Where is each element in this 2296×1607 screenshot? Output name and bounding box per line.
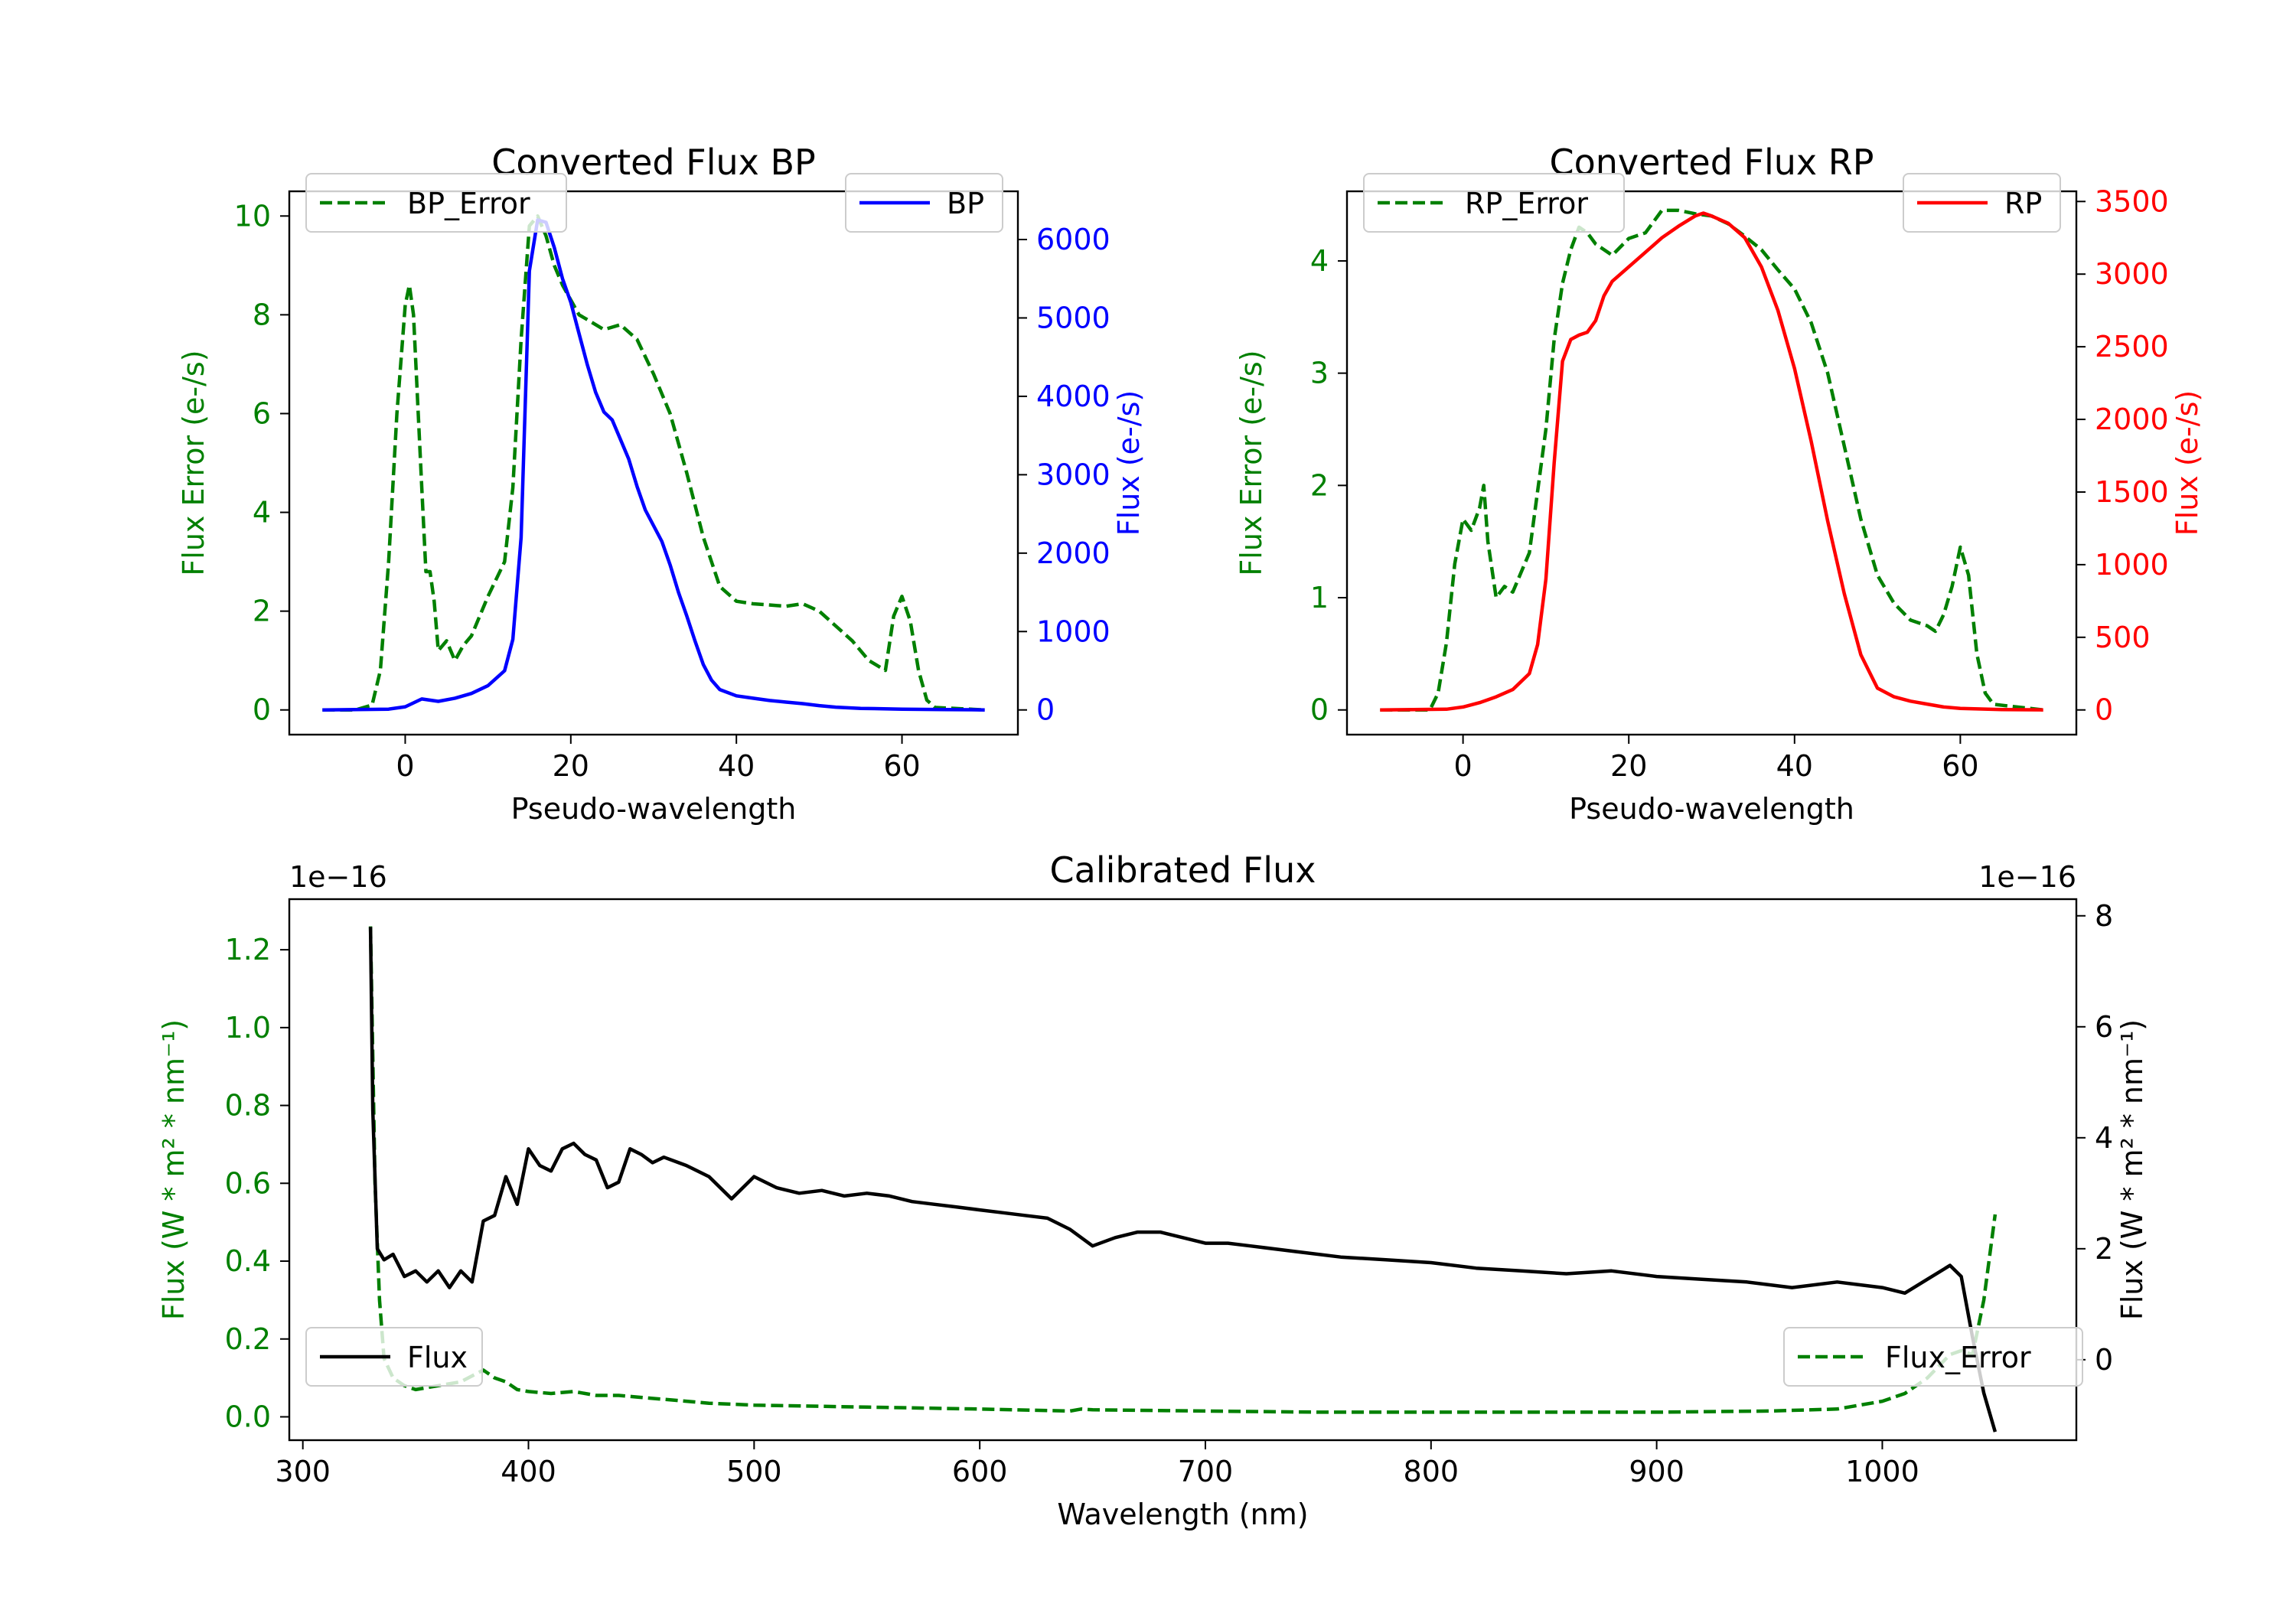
rp-axes-frame [1345,190,2078,736]
rp-x-tick-label: 40 [1776,749,1813,783]
cal-y-left-tick-label: 1.2 [225,933,271,966]
bp-y-right-tick-label: 6000 [1036,223,1110,256]
rp-y-right-tick-label: 0 [2095,693,2113,727]
rp-series-rp [1380,211,2043,712]
bp-left-legend-box [305,173,567,233]
bp-y-left-tick-label: 4 [253,496,271,530]
cal-x-tick-label: 700 [1178,1455,1234,1488]
cal-y-right-tick-label: 8 [2095,899,2113,933]
cal-x-tick-label: 400 [501,1455,556,1488]
rp-y-right-tick-label: 500 [2095,621,2151,654]
cal-x-tick-label: 300 [275,1455,331,1488]
rp-x-axis-label: Pseudo-wavelength [1569,792,1854,826]
bp-x-tick-label: 0 [396,749,414,783]
rp-y-right-tick-label: 2500 [2095,330,2169,363]
cal-x-tick-label: 800 [1404,1455,1459,1488]
rp-y-left-tick-label: 1 [1310,581,1329,614]
cal-left-legend-box [305,1327,483,1387]
rp-right-legend-label: RP [2004,187,2042,220]
cal-y-right-tick-label: 4 [2095,1121,2113,1155]
rp-left-legend-label: RP_Error [1465,187,1588,220]
rp-y-right-label: Flux (e-/s) [2170,390,2204,536]
cal-x-tick-label: 1000 [1845,1455,1919,1488]
bp-y-left-tick-label: 8 [253,298,271,331]
cal-y-left-tick-label: 0.6 [225,1166,271,1200]
bp-x-tick-label: 20 [553,749,589,783]
rp-y-left-tick-label: 3 [1310,357,1329,390]
rp-y-right-tick-label: 3000 [2095,257,2169,291]
rp-y-left-tick-label: 2 [1310,468,1329,502]
rp-y-right-tick-label: 2000 [2095,403,2169,436]
bp-right-legend-label: BP [947,187,984,220]
chart-bp: Converted Flux BP0 20 40 60Pseudo-wavelengt… [177,142,1146,826]
bp-y-left-tick-label: 6 [253,396,271,430]
cal-y-left-tick-label: 0.4 [225,1244,271,1278]
rp-x-tick-label: 20 [1610,749,1647,783]
bp-y-left-tick-label: 0 [253,693,271,727]
cal-y-left-tick-label: 1.0 [225,1011,271,1045]
rp-y-left-tick-label: 0 [1310,693,1329,727]
cal-right-multiplier: 1e−16 [1978,860,2076,894]
rp-y-right-tick-label: 1500 [2095,475,2169,509]
cal-y-left-tick-label: 0.8 [225,1089,271,1123]
bp-y-right-tick-label: 1000 [1036,614,1110,648]
bp-y-right-tick-label: 0 [1036,693,1055,727]
bp-y-left-tick-label: 10 [234,199,271,233]
bp-y-right-tick-label: 5000 [1036,301,1110,334]
cal-chart-title: Calibrated Flux [1050,849,1316,891]
bp-left-legend-label: BP_Error [407,187,530,220]
rp-left-legend-box [1363,173,1625,233]
rp-y-right-tick-label: 1000 [2095,548,2169,582]
rp-x-tick-label: 0 [1454,749,1473,783]
bp-x-tick-label: 60 [883,749,920,783]
cal-y-right-tick-label: 6 [2095,1010,2113,1044]
bp-series-bp [322,218,985,712]
cal-y-right-label: Flux (W * m² * nm⁻¹) [2115,1019,2149,1320]
cal-left-multiplier: 1e−16 [289,860,387,894]
rp-y-left-label: Flux Error (e-/s) [1234,350,1268,575]
bp-y-right-label: Flux (e-/s) [1112,390,1146,536]
bp-x-axis-label: Pseudo-wavelength [511,792,797,826]
bp-y-left-label: Flux Error (e-/s) [177,350,210,575]
cal-series-flux [368,927,1998,1433]
bp-y-right-tick-label: 3000 [1036,458,1110,491]
chart-cal: Calibrated Flux 1e−16 1e−16 300 400 500 600 700… [157,849,2149,1531]
cal-axes-frame [288,898,2078,1442]
cal-right-legend-label: Flux_Error [1885,1341,2031,1374]
rp-y-left-tick-label: 4 [1310,244,1329,278]
bp-y-right-tick-label: 4000 [1036,380,1110,413]
cal-x-tick-label: 500 [726,1455,782,1488]
rp-series-rp-error [1380,208,2043,712]
cal-y-left-tick-label: 0.0 [225,1400,271,1433]
bp-axes-frame [288,190,1019,736]
cal-left-legend-label: Flux [407,1341,468,1374]
cal-y-right-tick-label: 2 [2095,1232,2113,1266]
cal-y-left-label: Flux (W * m² * nm⁻¹) [157,1019,191,1320]
rp-x-tick-label: 60 [1942,749,1978,783]
bp-y-left-tick-label: 2 [253,595,271,628]
bp-x-tick-label: 40 [718,749,755,783]
cal-x-tick-label: 900 [1629,1455,1684,1488]
cal-y-left-tick-label: 0.2 [225,1322,271,1356]
bp-y-right-tick-label: 2000 [1036,536,1110,570]
rp-y-right-tick-label: 3500 [2095,184,2169,218]
cal-y-right-tick-label: 0 [2095,1343,2113,1377]
cal-x-axis-label: Wavelength (nm) [1057,1498,1308,1531]
chart-rp: Converted Flux RP0 20 40 60Pseudo-wavelengt… [1234,142,2204,826]
cal-right-legend-box [1783,1327,2083,1387]
cal-x-tick-label: 600 [952,1455,1008,1488]
